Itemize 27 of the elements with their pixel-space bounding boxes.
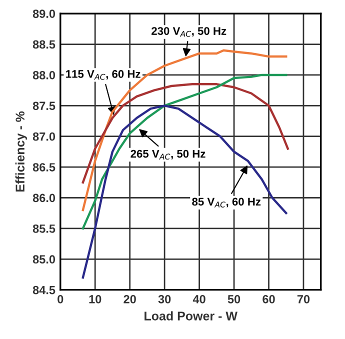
x-tick-label: 60 bbox=[262, 295, 275, 304]
y-tick-label: 88.5 bbox=[32, 40, 56, 49]
y-tick-label: 85.0 bbox=[32, 255, 56, 264]
y-tick-label: 89.0 bbox=[32, 10, 56, 18]
y-tick-label: 88.0 bbox=[32, 70, 56, 80]
y-tick-label: 85.5 bbox=[32, 224, 56, 233]
annotation: 230 V$_{AC}$, 50 Hz bbox=[152, 27, 226, 37]
x-axis-title: Load Power - W bbox=[144, 311, 238, 320]
x-tick-label: 40 bbox=[192, 295, 206, 304]
x-tick-label: 30 bbox=[158, 295, 171, 304]
y-tick-label: 86.5 bbox=[32, 163, 56, 172]
x-tick-label: 10 bbox=[89, 295, 102, 304]
y-tick-label: 86.0 bbox=[32, 194, 56, 202]
y-tick-label: 87.5 bbox=[32, 102, 56, 110]
x-tick-label: 20 bbox=[124, 295, 136, 304]
x-tick-label: 0 bbox=[58, 295, 64, 304]
annotation: 265 V$_{AC}$, 50 Hz bbox=[130, 150, 206, 160]
annotation: 85 V$_{AC}$, 60 Hz bbox=[192, 198, 261, 208]
line-series bbox=[82, 49, 288, 212]
line-series bbox=[82, 83, 289, 184]
x-tick-label: 50 bbox=[228, 295, 240, 304]
y-tick-label: 87.0 bbox=[32, 132, 56, 141]
annotation: 115 V$_{AC}$, 60 Hz bbox=[66, 70, 140, 80]
y-axis-title: Efficiency - % bbox=[15, 111, 27, 192]
line-series bbox=[82, 104, 288, 279]
x-tick-label: 70 bbox=[297, 295, 310, 304]
y-tick-label: 84.5 bbox=[32, 286, 56, 294]
